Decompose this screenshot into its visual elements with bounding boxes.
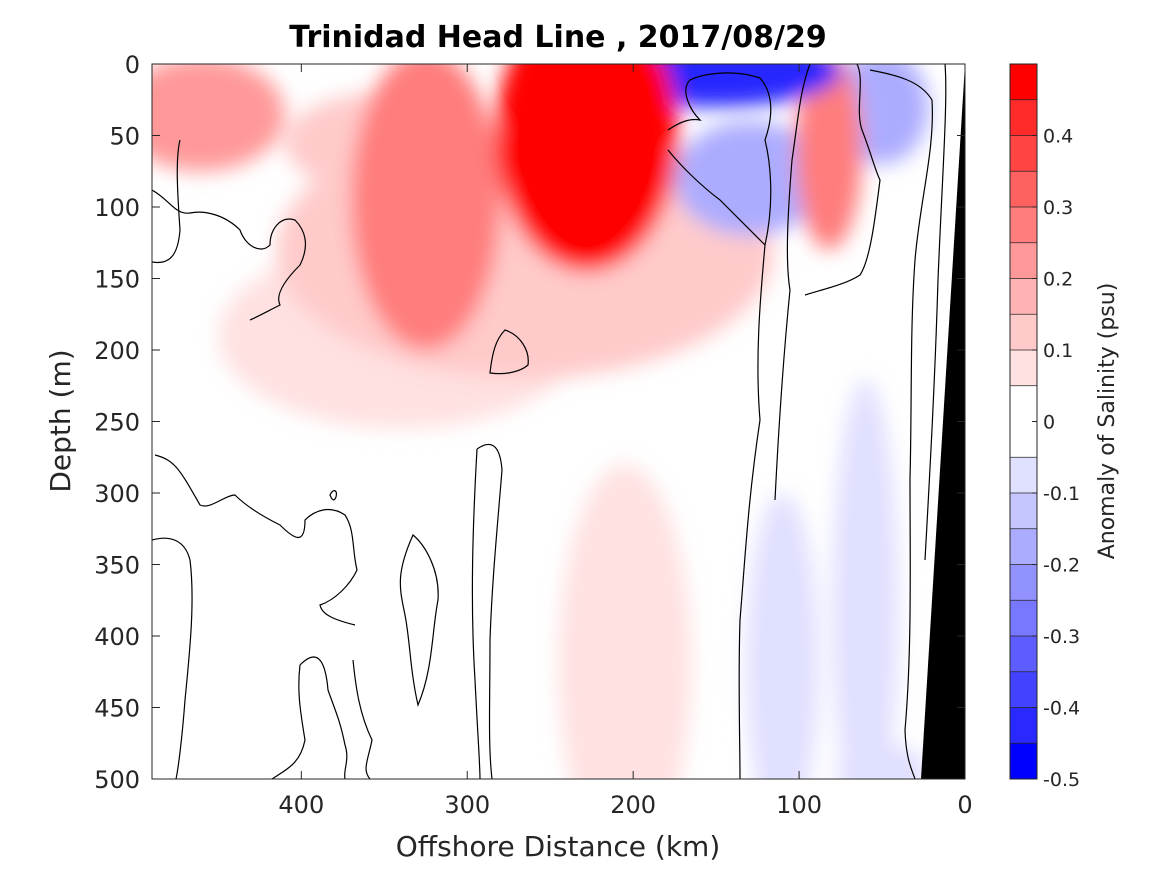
zero-contour-10: [476, 443, 503, 779]
colorbar-label: Anomaly of Salinity (psu): [1095, 283, 1120, 560]
zero-contour-17: [869, 69, 933, 779]
colorbar-band-neg-1: [1010, 493, 1037, 529]
colorbar-band-neg-6: [1010, 671, 1037, 708]
colorbar-band-pos-2: [1010, 278, 1037, 315]
x-tick-label-2: 200: [610, 791, 656, 819]
y-tick-label-5: 250: [94, 409, 140, 437]
zero-contour-9: [352, 659, 373, 779]
colorbar-band-pos-5: [1010, 171, 1037, 207]
anomaly-region-9: [674, 121, 824, 236]
colorbar-tick-label-2: 0.2: [1043, 269, 1073, 291]
zero-contour-18: [924, 64, 947, 561]
colorbar-tick-label-8: -0.4: [1043, 698, 1080, 720]
colorbar-tick-label-1: 0.3: [1043, 197, 1073, 219]
zero-contour-11: [471, 448, 481, 779]
y-tick-label-2: 100: [94, 194, 140, 222]
x-tick-label-3: 100: [776, 791, 822, 819]
colorbar-tick-label-3: 0.1: [1043, 340, 1073, 362]
y-tick-label-9: 450: [94, 695, 140, 723]
axes-layer: 400 300 200 100 0 0 50 100 150 200 250 300 350 400 450…: [94, 51, 972, 819]
zero-contour-8: [271, 664, 306, 779]
colorbar-band-pos-0: [1010, 350, 1037, 386]
colorbar-band-pos-4: [1010, 207, 1037, 243]
zero-contour-4: [152, 537, 193, 779]
anomaly-fill-layer: [152, 64, 929, 779]
colorbar-band-pos-7: [1010, 99, 1037, 136]
colorbar-band-pos-8: [1010, 64, 1037, 100]
colorbar-band-pos-6: [1010, 135, 1037, 172]
colorbar-tick-label-4: 0: [1043, 412, 1055, 434]
y-tick-label-8: 400: [94, 623, 140, 651]
y-tick-label-7: 350: [94, 552, 140, 580]
y-tick-label-1: 50: [109, 123, 140, 151]
colorbar-band-neg-2: [1010, 528, 1037, 565]
zero-contour-14: [667, 149, 766, 246]
colorbar-band-neg-5: [1010, 636, 1037, 672]
zero-contour-2: [152, 139, 181, 264]
anomaly-region-10: [152, 64, 285, 172]
x-tick-label-1: 300: [444, 791, 490, 819]
y-tick-label-10: 500: [94, 766, 140, 794]
anomaly-region-5: [832, 378, 899, 779]
anomaly-region-14: [495, 64, 678, 272]
colorbar-tick-label-6: -0.2: [1043, 555, 1080, 577]
anomaly-region-11: [351, 64, 501, 350]
zero-contour-3: [154, 454, 358, 626]
zero-contour-5: [329, 490, 338, 501]
colorbar-band-neg-8: [1010, 743, 1037, 779]
zero-contour-6: [399, 534, 439, 707]
colorbar: 0.4 0.3 0.2 0.1 0 -0.1 -0.2 -0.3 -0.4 -0.5: [1010, 63, 1080, 791]
y-tick-label-6: 300: [94, 480, 140, 508]
chart-title: Trinidad Head Line , 2017/08/29: [289, 20, 826, 55]
colorbar-tick-label-7: -0.3: [1043, 626, 1080, 648]
x-tick-label-4: 0: [957, 791, 972, 819]
colorbar-band-pos-1: [1010, 314, 1037, 350]
bathymetry-land: [921, 64, 965, 779]
anomaly-region-12: [795, 64, 863, 250]
colorbar-band-neg-4: [1010, 600, 1037, 636]
zero-contour-16: [804, 64, 881, 296]
colorbar-band-neg-0: [1010, 457, 1037, 493]
x-axis-label: Offshore Distance (km): [396, 830, 721, 863]
zero-contour-lines: [152, 64, 947, 779]
y-axis-label: Depth (m): [44, 349, 77, 492]
y-tick-label-3: 150: [94, 266, 140, 294]
colorbar-band-neg-3: [1010, 564, 1037, 601]
colorbar-band-neg-7: [1010, 707, 1037, 744]
zero-contour-13: [667, 72, 772, 779]
colorbar-tick-label-5: -0.1: [1043, 483, 1080, 505]
zero-contour-15: [774, 64, 811, 501]
anomaly-region-4: [745, 493, 819, 779]
y-tick-label-4: 200: [94, 337, 140, 365]
colorbar-band-pos-3: [1010, 242, 1037, 279]
anomaly-region-2: [558, 464, 692, 779]
colorbar-tick-label-9: -0.5: [1043, 769, 1080, 791]
zero-contour-1: [152, 189, 307, 321]
zero-contour-12: [489, 329, 529, 375]
x-tick-label-0: 400: [278, 791, 324, 819]
colorbar-tick-label-0: 0.4: [1043, 126, 1073, 148]
y-tick-label-0: 0: [125, 51, 140, 79]
colorbar-frame: [1009, 63, 1038, 780]
zero-contour-7: [299, 656, 348, 779]
